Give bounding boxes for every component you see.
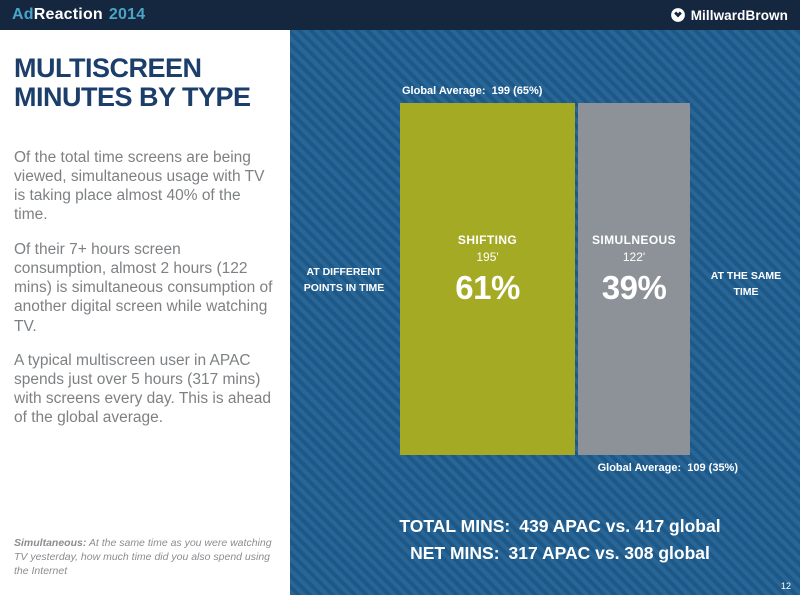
paragraph-1: Of the total time screens are being view… bbox=[14, 148, 265, 224]
bar-category-label: SIMULNEOUS bbox=[592, 233, 677, 247]
net-mins-line: NET MINS: 317 APAC vs. 308 global bbox=[320, 543, 800, 564]
brand-adreaction: AdReaction 2014 bbox=[12, 6, 145, 24]
bar-minutes-label: 122' bbox=[622, 250, 646, 264]
body-paragraphs: Of the total time screens are being view… bbox=[14, 148, 274, 428]
top-bar: AdReaction 2014 MillwardBrown bbox=[0, 0, 800, 30]
net-mins-label: NET MINS: bbox=[410, 543, 500, 563]
footnote: Simultaneous: At the same time as you we… bbox=[14, 537, 272, 579]
millwardbrown-logo-text: MillwardBrown bbox=[690, 7, 788, 23]
bar-chart: SHIFTING 195' 61% SIMULNEOUS 122' 39% bbox=[400, 103, 690, 455]
chart-panel: Global Average: 199 (65%) SHIFTING 195' … bbox=[290, 30, 800, 595]
page-number: 12 bbox=[780, 581, 791, 591]
total-mins-value: 439 APAC vs. 417 global bbox=[519, 516, 721, 536]
bar-percent-label: 61% bbox=[455, 269, 520, 306]
net-mins-value: 317 APAC vs. 308 global bbox=[508, 543, 710, 563]
global-average-top-label: Global Average: 199 (65%) bbox=[402, 85, 543, 97]
paragraph-3: A typical multiscreen user in APAC spend… bbox=[14, 351, 272, 427]
page-title: MULTISCREEN MINUTES BY TYPE bbox=[14, 53, 251, 112]
brand-year: 2014 bbox=[108, 6, 146, 23]
millwardbrown-logo-icon bbox=[670, 7, 686, 23]
brand-reaction: Reaction bbox=[33, 6, 103, 23]
total-mins-label: TOTAL MINS: bbox=[399, 516, 511, 536]
millwardbrown-logo: MillwardBrown bbox=[670, 7, 788, 23]
paragraph-2: Of their 7+ hours screen consumption, al… bbox=[14, 240, 273, 335]
axis-label-different-time: AT DIFFERENT POINTS IN TIME bbox=[303, 266, 385, 295]
bar-minutes-label: 195' bbox=[476, 250, 499, 264]
footnote-label: Simultaneous: bbox=[14, 537, 87, 550]
global-average-bottom-label: Global Average: 109 (35%) bbox=[597, 462, 738, 474]
footnote-text: At the same time as you were watching TV… bbox=[14, 537, 272, 578]
chart-bar: SIMULNEOUS 122' 39% bbox=[578, 103, 690, 455]
total-mins-line: TOTAL MINS: 439 APAC vs. 417 global bbox=[320, 516, 800, 537]
bar-category-label: SHIFTING bbox=[457, 233, 518, 247]
left-text-panel: MULTISCREEN MINUTES BY TYPE Of the total… bbox=[0, 30, 290, 595]
bar-percent-label: 39% bbox=[601, 269, 667, 306]
brand-ad: Ad bbox=[12, 6, 34, 23]
axis-label-same-time: AT THE SAME TIME bbox=[710, 270, 782, 299]
chart-bar: SHIFTING 195' 61% bbox=[400, 103, 576, 455]
summary-stats: TOTAL MINS: 439 APAC vs. 417 global NET M… bbox=[290, 516, 800, 570]
